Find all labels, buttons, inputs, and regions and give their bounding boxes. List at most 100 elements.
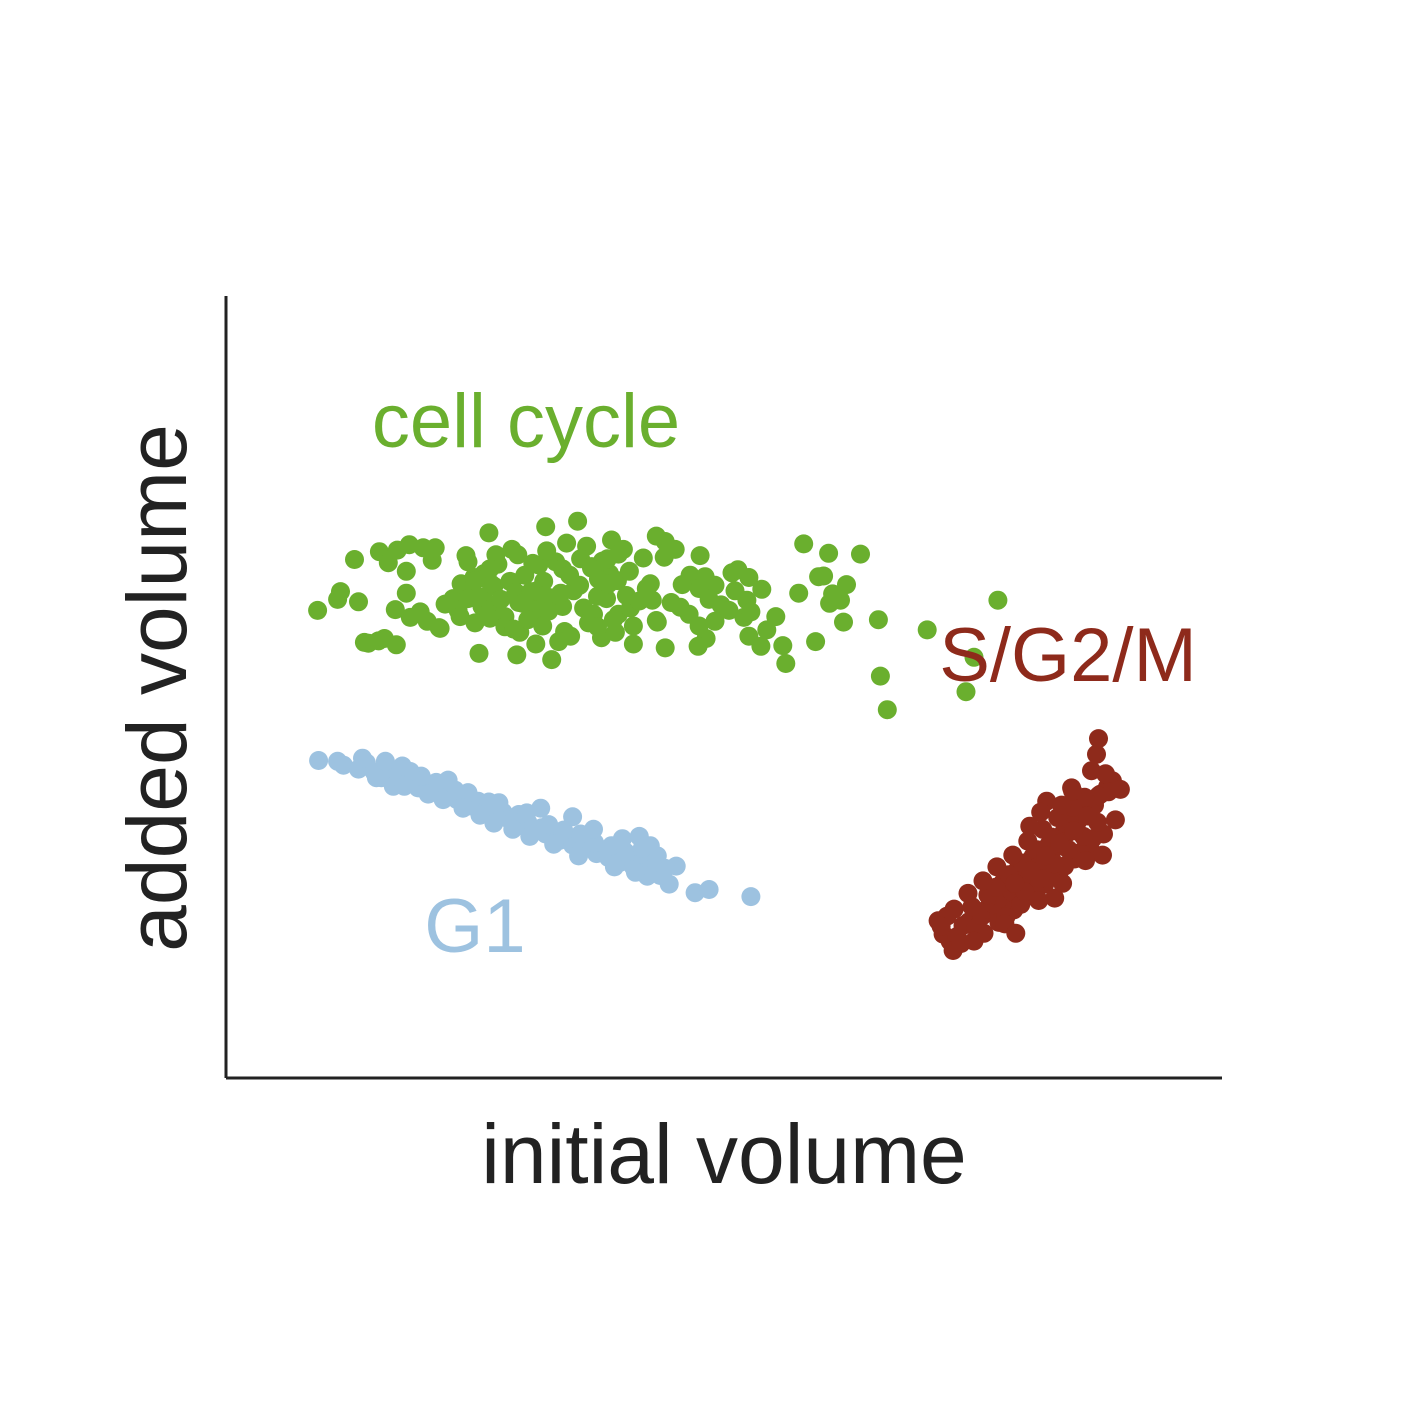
point-g1-73 [604, 857, 624, 877]
point-g1-63 [458, 783, 478, 803]
point-cell-cycle-150 [640, 574, 660, 594]
point-cell-cycle-119 [752, 579, 772, 599]
point-cell-cycle-158 [647, 612, 667, 632]
point-s-g2-m-83 [964, 931, 984, 951]
point-g1-85 [612, 829, 632, 849]
point-s-g2-m-105 [1021, 861, 1041, 881]
point-s-g2-m-107 [1050, 833, 1070, 853]
point-g1-0 [309, 751, 329, 770]
point-cell-cycle-48 [458, 589, 478, 609]
point-cell-cycle-144 [988, 590, 1008, 610]
point-cell-cycle-145 [964, 647, 984, 667]
point-s-g2-m-92 [1096, 764, 1115, 784]
point-cell-cycle-67 [539, 601, 559, 621]
point-cell-cycle-136 [776, 654, 796, 673]
point-s-g2-m-77 [987, 857, 1007, 877]
point-cell-cycle-129 [655, 638, 675, 658]
point-cell-cycle-140 [837, 575, 856, 595]
point-cell-cycle-142 [868, 610, 888, 630]
point-cell-cycle-162 [806, 632, 826, 652]
y-axis-title: added volume [110, 424, 204, 952]
point-cell-cycle-164 [851, 544, 870, 564]
point-cell-cycle-45 [529, 555, 549, 575]
point-cell-cycle-92 [557, 533, 577, 553]
point-g1-92 [584, 819, 603, 839]
point-cell-cycle-148 [870, 666, 890, 686]
point-cell-cycle-176 [599, 574, 618, 594]
point-cell-cycle-79 [568, 511, 588, 531]
point-cell-cycle-65 [518, 610, 538, 630]
point-cell-cycle-128 [605, 622, 625, 642]
point-cell-cycle-70 [507, 645, 527, 665]
point-cell-cycle-118 [757, 620, 777, 640]
point-cell-cycle-132 [719, 600, 739, 620]
point-s-g2-m-102 [1063, 781, 1083, 801]
point-cell-cycle-156 [588, 617, 607, 637]
point-s-g2-m-86 [1045, 888, 1065, 908]
point-g1-94 [531, 798, 551, 818]
point-cell-cycle-0 [308, 600, 328, 620]
point-s-g2-m-49 [1105, 810, 1125, 830]
point-s-g2-m-93 [1110, 779, 1130, 799]
point-cell-cycle-173 [789, 583, 809, 603]
point-g1-74 [569, 846, 589, 866]
point-cell-cycle-58 [535, 586, 555, 605]
point-cell-cycle-76 [358, 633, 378, 653]
point-g1-76 [520, 826, 540, 846]
series-cell-cycle [308, 511, 1008, 720]
point-cell-cycle-141 [834, 612, 853, 632]
x-axis-title: initial volume [481, 1107, 967, 1201]
point-cell-cycle-177 [672, 575, 692, 595]
point-g1-55 [539, 815, 559, 835]
point-s-g2-m-87 [1093, 845, 1112, 865]
point-s-g2-m-76 [1003, 845, 1023, 865]
series-label-g1: G1 [424, 884, 525, 969]
point-cell-cycle-9 [396, 583, 416, 603]
series-g1 [309, 748, 761, 907]
point-cell-cycle-134 [794, 534, 814, 554]
point-cell-cycle-171 [654, 547, 674, 567]
point-g1-80 [453, 798, 473, 818]
point-cell-cycle-123 [633, 548, 653, 568]
point-cell-cycle-73 [430, 618, 450, 638]
point-g1-75 [544, 834, 564, 854]
series-label-s-g2-m: S/G2/M [939, 613, 1197, 698]
point-g1-93 [563, 807, 583, 827]
point-s-g2-m-100 [1020, 816, 1040, 836]
point-g1-99 [392, 756, 412, 776]
point-cell-cycle-78 [536, 517, 556, 537]
point-s-g2-m-75 [1018, 831, 1038, 851]
point-cell-cycle-124 [646, 526, 666, 546]
point-cell-cycle-153 [623, 634, 643, 654]
point-cell-cycle-43 [508, 545, 528, 565]
point-g1-78 [484, 813, 504, 833]
point-cell-cycle-89 [597, 589, 616, 609]
point-cell-cycle-72 [469, 643, 489, 663]
point-cell-cycle-105 [642, 590, 662, 610]
point-g1-82 [418, 784, 438, 804]
point-g1-96 [699, 880, 719, 899]
point-cell-cycle-74 [410, 602, 430, 622]
point-g1-77 [503, 819, 523, 839]
point-cell-cycle-98 [619, 561, 639, 581]
point-cell-cycle-66 [533, 616, 553, 636]
point-cell-cycle-146 [956, 682, 976, 702]
point-cell-cycle-168 [425, 538, 445, 558]
point-s-g2-m-96 [1029, 891, 1049, 910]
point-g1-79 [470, 805, 490, 825]
point-cell-cycle-71 [504, 619, 524, 639]
point-g1-72 [625, 862, 645, 882]
point-s-g2-m-97 [1053, 873, 1073, 893]
point-cell-cycle-165 [549, 632, 569, 652]
point-s-g2-m-109 [1078, 806, 1097, 826]
point-cell-cycle-69 [526, 634, 546, 654]
series-label-cell-cycle: cell cycle [372, 379, 680, 464]
point-cell-cycle-169 [465, 571, 485, 591]
point-cell-cycle-2 [331, 582, 350, 602]
point-cell-cycle-77 [479, 523, 499, 543]
point-cell-cycle-75 [386, 635, 406, 655]
point-cell-cycle-170 [608, 544, 628, 564]
point-g1-98 [438, 770, 458, 790]
points-layer [308, 511, 1130, 960]
point-cell-cycle-155 [582, 558, 601, 578]
